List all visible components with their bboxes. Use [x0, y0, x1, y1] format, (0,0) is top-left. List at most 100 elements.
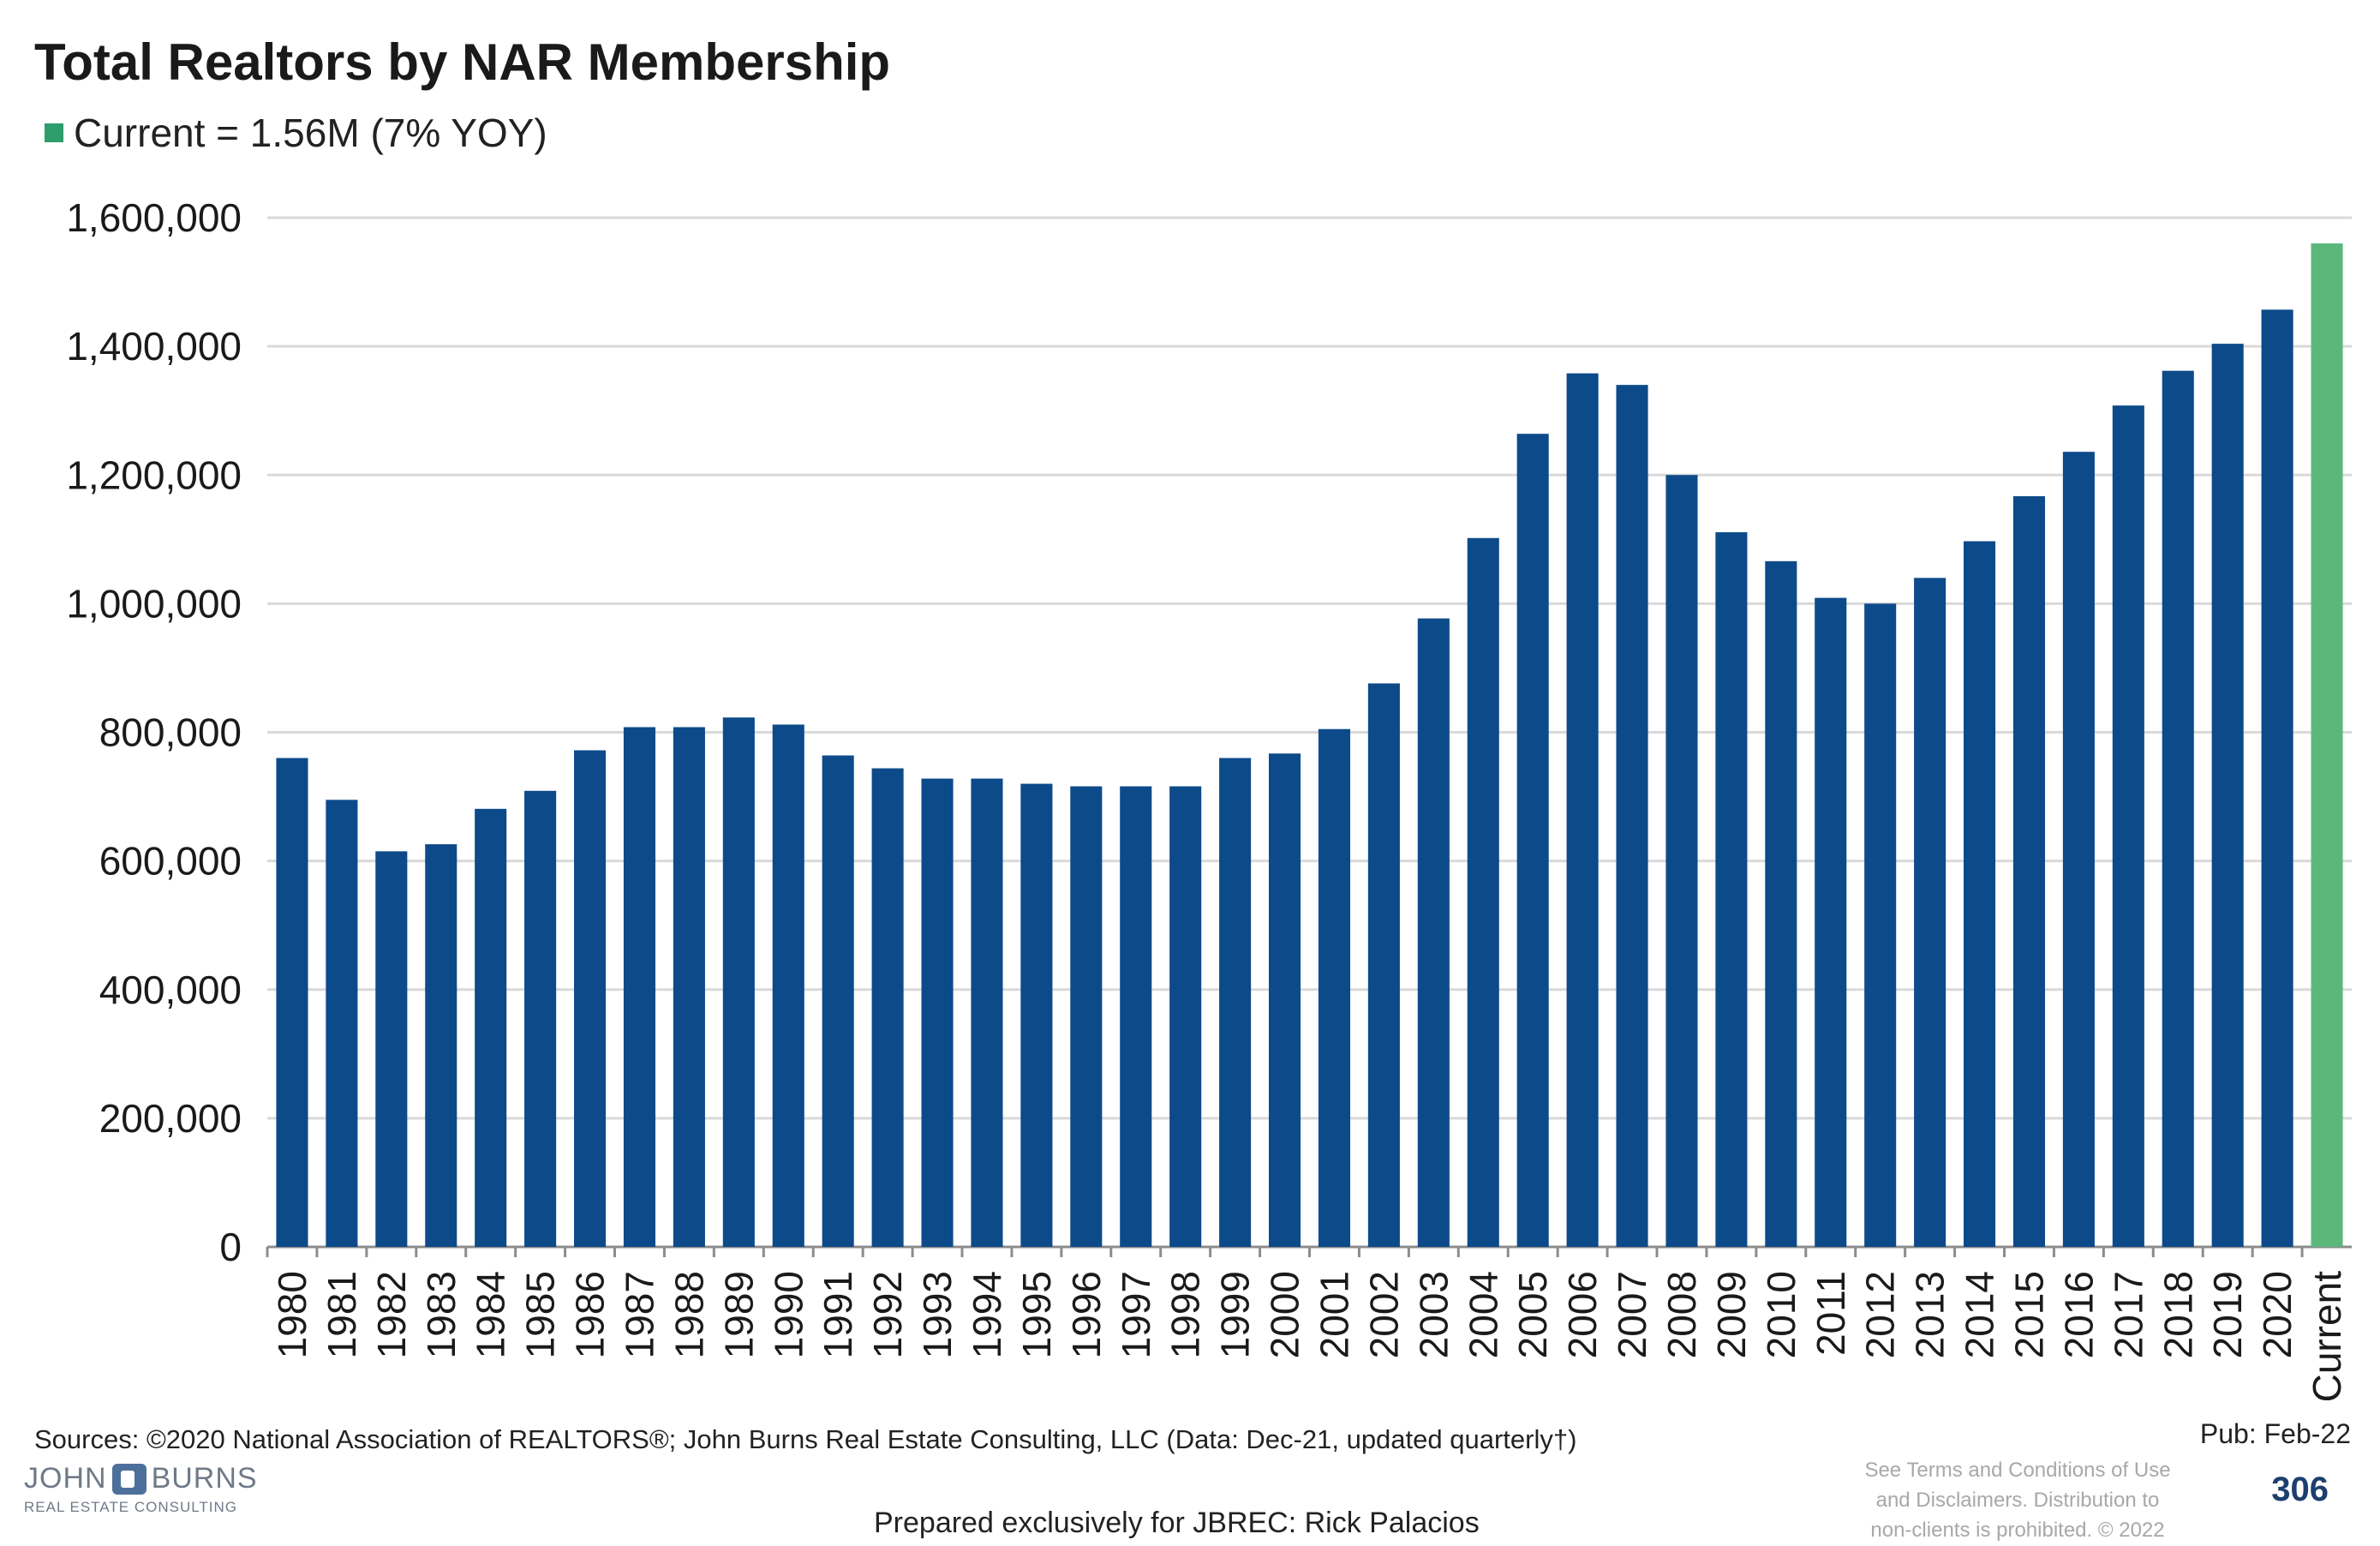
x-tick-label: 1989: [716, 1271, 761, 1358]
x-tick-label: 1994: [965, 1271, 1009, 1358]
bar-1989: [722, 717, 755, 1247]
x-tick-label: 2006: [1560, 1271, 1605, 1358]
x-tick-label: 1996: [1064, 1271, 1109, 1358]
x-tick-label: 1997: [1114, 1271, 1158, 1358]
bar-1999: [1219, 758, 1252, 1247]
bar-1985: [524, 790, 557, 1247]
y-tick-label: 1,000,000: [66, 581, 242, 626]
x-tick-label: 1984: [469, 1271, 513, 1358]
logo-subtext: REAL ESTATE CONSULTING: [24, 1499, 238, 1515]
bar-2015: [2012, 496, 2046, 1247]
bar-1991: [822, 755, 854, 1247]
bar-1992: [871, 768, 904, 1247]
bar-1981: [326, 800, 358, 1247]
y-tick-label: 1,200,000: [66, 452, 242, 497]
bar-2012: [1864, 603, 1897, 1247]
x-tick-label: 1983: [419, 1271, 463, 1358]
x-tick-label: 2011: [1809, 1271, 1853, 1356]
bar-current: [2311, 243, 2343, 1247]
x-tick-label: 2004: [1461, 1271, 1505, 1358]
x-tick-label: 2008: [1659, 1271, 1704, 1358]
x-tick-label: 2020: [2255, 1271, 2299, 1358]
bar-1994: [971, 778, 1003, 1247]
bar-1986: [573, 750, 607, 1247]
x-tick-label: 2018: [2156, 1271, 2200, 1358]
x-tick-label: 2001: [1312, 1271, 1356, 1358]
legend-label: Current = 1.56M (7% YOY): [74, 111, 547, 155]
x-tick-label: 2019: [2205, 1271, 2250, 1358]
logo-text-right: BURNS: [151, 1462, 258, 1495]
x-tick-label: 1988: [667, 1271, 711, 1358]
bar-2006: [1566, 373, 1599, 1247]
logo-text-left: JOHN: [24, 1462, 107, 1495]
pub-date: Pub: Feb-22: [2199, 1418, 2351, 1449]
x-tick-label: 1995: [1014, 1271, 1059, 1358]
bar-1988: [673, 727, 705, 1247]
x-tick-label: 1990: [766, 1271, 810, 1358]
bar-2003: [1417, 618, 1450, 1247]
x-tick-label: 2003: [1411, 1271, 1456, 1358]
page-number: 306: [2271, 1471, 2329, 1508]
x-tick-label: 2016: [2056, 1271, 2101, 1358]
bar-2013: [1914, 578, 1946, 1247]
x-tick-label: 2005: [1510, 1271, 1555, 1358]
x-tick-label: 1986: [568, 1271, 613, 1358]
x-tick-label: 2007: [1610, 1271, 1654, 1358]
bar-1982: [375, 851, 408, 1247]
bar-2019: [2211, 344, 2244, 1247]
legend-swatch-icon: [45, 123, 63, 142]
x-tick-label: Current: [2305, 1271, 2349, 1403]
company-logo: JOHN BURNS REAL ESTATE CONSULTING: [24, 1462, 258, 1516]
bar-2018: [2162, 370, 2194, 1247]
terms-disclaimer: See Terms and Conditions of Use and Disc…: [1833, 1455, 2202, 1545]
x-tick-label: 1992: [865, 1271, 910, 1358]
bar-2014: [1963, 541, 1996, 1247]
x-tick-label: 2014: [1958, 1271, 2002, 1358]
x-tick-label: 1980: [270, 1271, 314, 1358]
legend-current: Current = 1.56M (7% YOY): [45, 110, 547, 156]
bar-2011: [1815, 597, 1847, 1247]
bar-2005: [1516, 434, 1549, 1248]
y-tick-label: 600,000: [99, 839, 242, 884]
logo-mark-icon: [111, 1463, 147, 1495]
bar-1984: [475, 808, 507, 1247]
x-tick-label: 1987: [617, 1271, 661, 1358]
bar-2007: [1616, 385, 1648, 1248]
sources-note: Sources: ©2020 National Association of R…: [34, 1424, 1577, 1454]
y-tick-label: 400,000: [99, 968, 242, 1012]
x-tick-label: 2013: [1908, 1271, 1952, 1358]
terms-line: non-clients is prohibited. © 2022: [1870, 1519, 2165, 1542]
bar-2008: [1665, 475, 1698, 1247]
x-tick-label: 1991: [816, 1271, 860, 1358]
x-tick-label: 2015: [2006, 1271, 2051, 1358]
bar-2004: [1467, 537, 1499, 1247]
y-tick-label: 200,000: [99, 1096, 242, 1141]
y-tick-label: 1,600,000: [66, 195, 242, 240]
bar-2002: [1367, 683, 1400, 1247]
x-tick-label: 2010: [1759, 1271, 1803, 1358]
x-tick-label: 1982: [369, 1271, 414, 1358]
bar-1987: [623, 727, 656, 1247]
y-tick-label: 800,000: [99, 710, 242, 755]
bar-1997: [1120, 786, 1152, 1247]
bar-2020: [2261, 309, 2293, 1248]
bar-1995: [1020, 783, 1053, 1247]
x-tick-label: 1985: [518, 1271, 563, 1358]
bar-2017: [2112, 405, 2144, 1247]
terms-line: and Disclaimers. Distribution to: [1875, 1489, 2160, 1512]
x-tick-label: 2017: [2106, 1271, 2150, 1358]
bar-2000: [1268, 753, 1301, 1247]
x-tick-label: 1981: [320, 1271, 364, 1358]
x-tick-label: 2012: [1858, 1271, 1903, 1358]
bar-1998: [1169, 786, 1202, 1247]
bar-1996: [1070, 786, 1103, 1247]
x-tick-label: 2002: [1361, 1271, 1406, 1358]
bar-2016: [2062, 452, 2095, 1247]
x-tick-label: 1999: [1213, 1271, 1258, 1358]
x-tick-label: 1993: [915, 1271, 960, 1358]
bar-2001: [1318, 728, 1351, 1247]
bar-2009: [1715, 532, 1748, 1247]
bar-1990: [772, 724, 804, 1247]
bar-1983: [425, 844, 457, 1247]
prepared-for: Prepared exclusively for JBREC: Rick Pal…: [874, 1507, 1480, 1539]
